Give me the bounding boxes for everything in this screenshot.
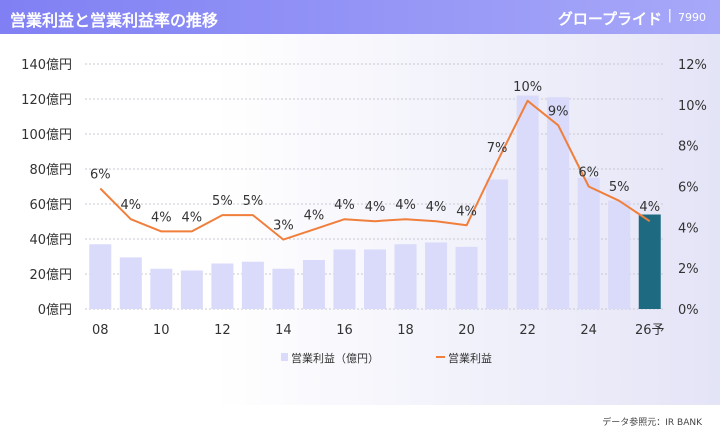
y-right-tick-label: 0% xyxy=(678,303,699,318)
margin-label: 4% xyxy=(120,198,141,213)
y-left-tick-label: 40億円 xyxy=(29,232,72,248)
stock-code: 7990 xyxy=(678,11,706,24)
margin-label: 4% xyxy=(304,208,325,223)
margin-label: 3% xyxy=(273,219,294,234)
bar xyxy=(608,200,631,309)
margin-label: 5% xyxy=(212,194,233,209)
bar xyxy=(119,257,142,309)
x-tick-label: 18 xyxy=(397,323,414,338)
page-title: 営業利益と営業利益率の推移 xyxy=(10,11,219,30)
company-name: グロープライド xyxy=(557,10,662,28)
bar xyxy=(516,95,539,309)
margin-label: 5% xyxy=(243,194,264,209)
data-labels: 6% 4% 4% 4% 5% 5% 3% 4% 4% 4% 4% 4% 4% 7% 10% 9% 6% 5% 4% xyxy=(90,80,660,234)
y-right-tick-label: 10% xyxy=(678,99,707,114)
margin-label: 4% xyxy=(639,200,660,215)
bar xyxy=(333,249,356,309)
margin-label: 4% xyxy=(334,198,355,213)
bar xyxy=(272,268,295,309)
y-left-tick-label: 80億円 xyxy=(29,162,72,178)
bar xyxy=(547,97,570,309)
x-tick-label: 26予 xyxy=(635,323,665,338)
y-right-tick-label: 2% xyxy=(678,262,699,277)
margin-label: 7% xyxy=(487,141,508,156)
bar xyxy=(394,244,417,309)
margin-label: 4% xyxy=(151,210,172,225)
margin-label: 6% xyxy=(90,168,111,183)
bar-series xyxy=(89,95,661,309)
bar xyxy=(211,263,234,309)
y-left-tick-label: 20億円 xyxy=(29,267,72,283)
header-separator: | xyxy=(667,8,672,23)
bar xyxy=(89,244,112,309)
x-tick-label: 16 xyxy=(336,323,353,338)
chart-panel: 6% 4% 4% 4% 5% 5% 3% 4% 4% 4% 4% 4% 4% 7% 10% 9% 6% 5% 4% … xyxy=(0,34,720,428)
margin-label: 4% xyxy=(395,198,416,213)
y-right-tick-label: 6% xyxy=(678,181,699,196)
margin-label: 6% xyxy=(578,166,599,181)
margin-label: 4% xyxy=(365,200,386,215)
line-series xyxy=(99,99,651,241)
y-right-tick-label: 4% xyxy=(678,221,699,236)
x-tick-label: 08 xyxy=(92,323,109,338)
source-note: データ参照元：IR BANK xyxy=(602,418,702,428)
y-right-tick-label: 8% xyxy=(678,140,699,155)
legend-bar-swatch xyxy=(281,353,288,361)
bar xyxy=(150,268,173,309)
bar xyxy=(425,242,448,309)
bar xyxy=(486,179,509,309)
y-left-tick-label: 0億円 xyxy=(38,302,72,318)
margin-line xyxy=(99,99,651,241)
y-left-tick-label: 140億円 xyxy=(21,57,72,73)
bar-forecast xyxy=(638,214,661,309)
y-right-tick-label: 12% xyxy=(678,58,707,73)
x-tick-label: 14 xyxy=(275,323,292,338)
x-tick-label: 24 xyxy=(580,323,597,338)
y-left-tick-label: 120億円 xyxy=(21,92,72,108)
legend-line-label: 営業利益 xyxy=(448,351,492,365)
x-tick-label: 22 xyxy=(519,323,536,338)
margin-label: 4% xyxy=(426,200,447,215)
bar xyxy=(455,246,478,309)
x-tick-label: 12 xyxy=(214,323,231,338)
margin-label: 5% xyxy=(609,180,630,195)
bar xyxy=(577,177,600,309)
x-tick-label: 10 xyxy=(153,323,170,338)
axes: 0億円 20億円 40億円 60億円 80億円 100億円 120億円 140億円 0% 2% 4%… xyxy=(21,57,707,338)
margin-label: 4% xyxy=(182,210,203,225)
margin-label: 10% xyxy=(513,80,542,95)
header-bar: 営業利益と営業利益率の推移 グロープライド | 7990 xyxy=(0,0,720,34)
y-left-tick-label: 100億円 xyxy=(21,127,72,143)
y-left-tick-label: 60億円 xyxy=(29,197,72,213)
bar xyxy=(241,261,264,309)
bar xyxy=(302,260,325,309)
bar xyxy=(364,249,386,309)
margin-label: 4% xyxy=(456,204,477,219)
x-tick-label: 20 xyxy=(458,323,475,338)
margin-label: 9% xyxy=(548,104,569,119)
legend-bar-label: 営業利益（億円） xyxy=(291,351,379,365)
legend: 営業利益（億円） 営業利益 xyxy=(281,351,492,365)
profit-chart: 6%4%4% 4%5% 5%3%4%4% 4% 4% 4% 4%7%10%9%6%5%4% … xyxy=(21,57,707,365)
bar xyxy=(180,270,203,309)
